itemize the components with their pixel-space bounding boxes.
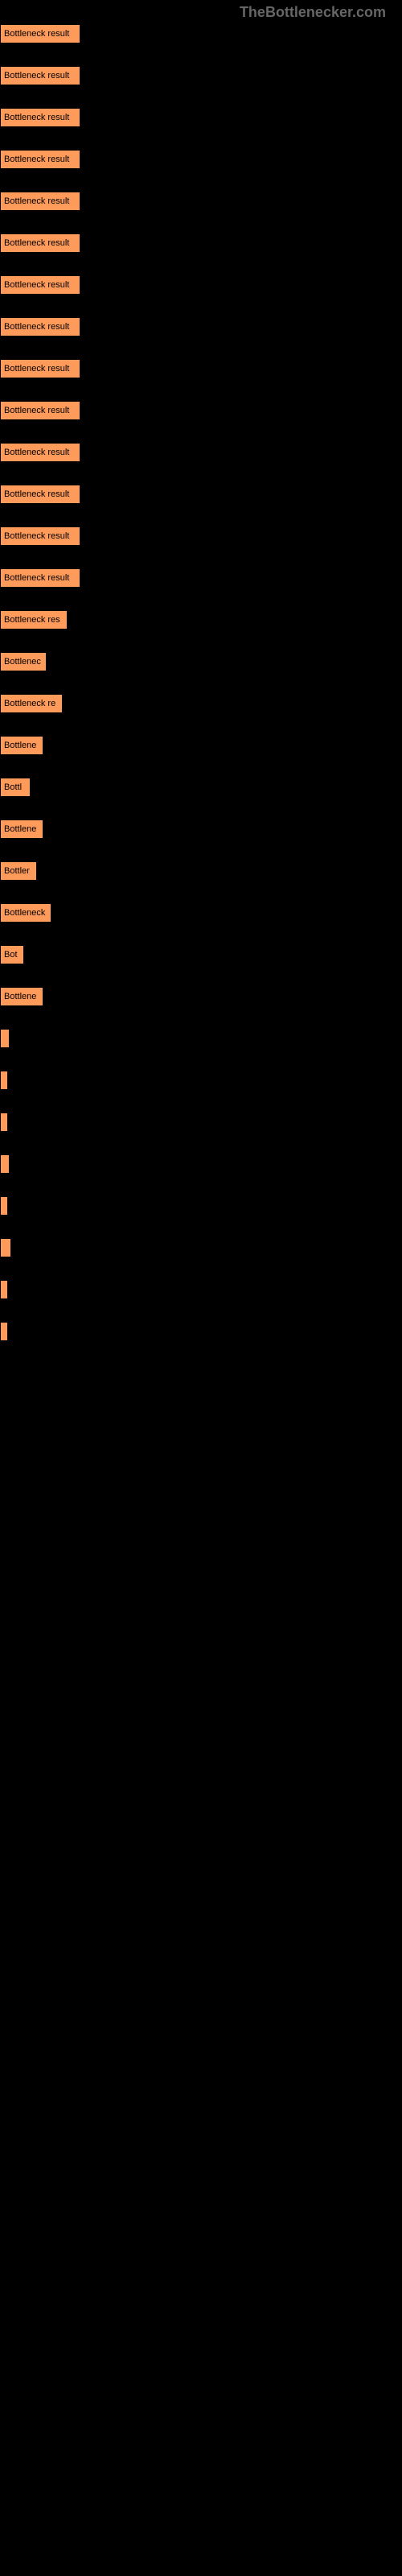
chart-bar: Bottleneck res <box>0 610 68 630</box>
bar-chart: Bottleneck result Bottleneck result Bottle… <box>0 0 402 1343</box>
bar-row <box>0 1029 402 1050</box>
chart-bar: Bottleneck result <box>0 568 80 588</box>
bar-row: Bottleneck result <box>0 485 402 506</box>
bar-row: Bottleneck result <box>0 150 402 171</box>
chart-bar: Bottlene <box>0 987 43 1006</box>
bar-row <box>0 1280 402 1301</box>
bar-row <box>0 1322 402 1343</box>
chart-bar <box>0 1280 8 1299</box>
bar-row: Bot <box>0 945 402 966</box>
bar-row <box>0 1071 402 1092</box>
chart-bar: Bottleneck result <box>0 485 80 504</box>
bar-row <box>0 1113 402 1133</box>
bar-row: Bottleneck result <box>0 66 402 87</box>
bar-row: Bottleneck result <box>0 317 402 338</box>
chart-bar: Bottleneck result <box>0 233 80 253</box>
chart-bar <box>0 1154 10 1174</box>
chart-bar: Bottl <box>0 778 31 797</box>
bar-row: Bottl <box>0 778 402 799</box>
bar-row <box>0 1238 402 1259</box>
bar-row: Bottleneck result <box>0 192 402 213</box>
bar-row: Bottlenec <box>0 652 402 673</box>
bar-row: Bottleneck result <box>0 568 402 589</box>
bar-row <box>0 1196 402 1217</box>
bar-row: Bottlene <box>0 736 402 757</box>
bar-row: Bottler <box>0 861 402 882</box>
chart-bar: Bottleneck result <box>0 317 80 336</box>
chart-bar: Bot <box>0 945 24 964</box>
chart-bar <box>0 1238 11 1257</box>
bar-row: Bottleneck result <box>0 526 402 547</box>
bar-row: Bottlene <box>0 819 402 840</box>
chart-bar: Bottler <box>0 861 37 881</box>
chart-bar: Bottleneck re <box>0 694 63 713</box>
chart-bar: Bottleneck result <box>0 66 80 85</box>
bar-row: Bottleneck res <box>0 610 402 631</box>
bar-row: Bottleneck result <box>0 108 402 129</box>
chart-bar: Bottlene <box>0 819 43 839</box>
bar-row: Bottleneck re <box>0 694 402 715</box>
chart-bar <box>0 1196 8 1216</box>
chart-bar <box>0 1029 10 1048</box>
chart-bar: Bottleneck result <box>0 150 80 169</box>
chart-bar: Bottleneck result <box>0 24 80 43</box>
bar-row <box>0 1154 402 1175</box>
bar-row: Bottleneck result <box>0 24 402 45</box>
chart-bar: Bottleneck result <box>0 192 80 211</box>
bar-row: Bottleneck result <box>0 233 402 254</box>
chart-bar: Bottlene <box>0 736 43 755</box>
bar-row: Bottleneck result <box>0 275 402 296</box>
chart-bar: Bottleneck result <box>0 359 80 378</box>
chart-bar <box>0 1322 8 1341</box>
chart-bar <box>0 1113 8 1132</box>
chart-bar: Bottleneck result <box>0 275 80 295</box>
bar-row: Bottleneck result <box>0 443 402 464</box>
bar-row: Bottleneck result <box>0 359 402 380</box>
chart-bar <box>0 1071 8 1090</box>
chart-bar: Bottlenec <box>0 652 47 671</box>
chart-bar: Bottleneck result <box>0 526 80 546</box>
chart-bar: Bottleneck result <box>0 401 80 420</box>
chart-bar: Bottleneck result <box>0 108 80 127</box>
bar-row: Bottleneck result <box>0 401 402 422</box>
chart-bar: Bottleneck <box>0 903 51 923</box>
chart-bar: Bottleneck result <box>0 443 80 462</box>
bar-row: Bottlene <box>0 987 402 1008</box>
bar-row: Bottleneck <box>0 903 402 924</box>
